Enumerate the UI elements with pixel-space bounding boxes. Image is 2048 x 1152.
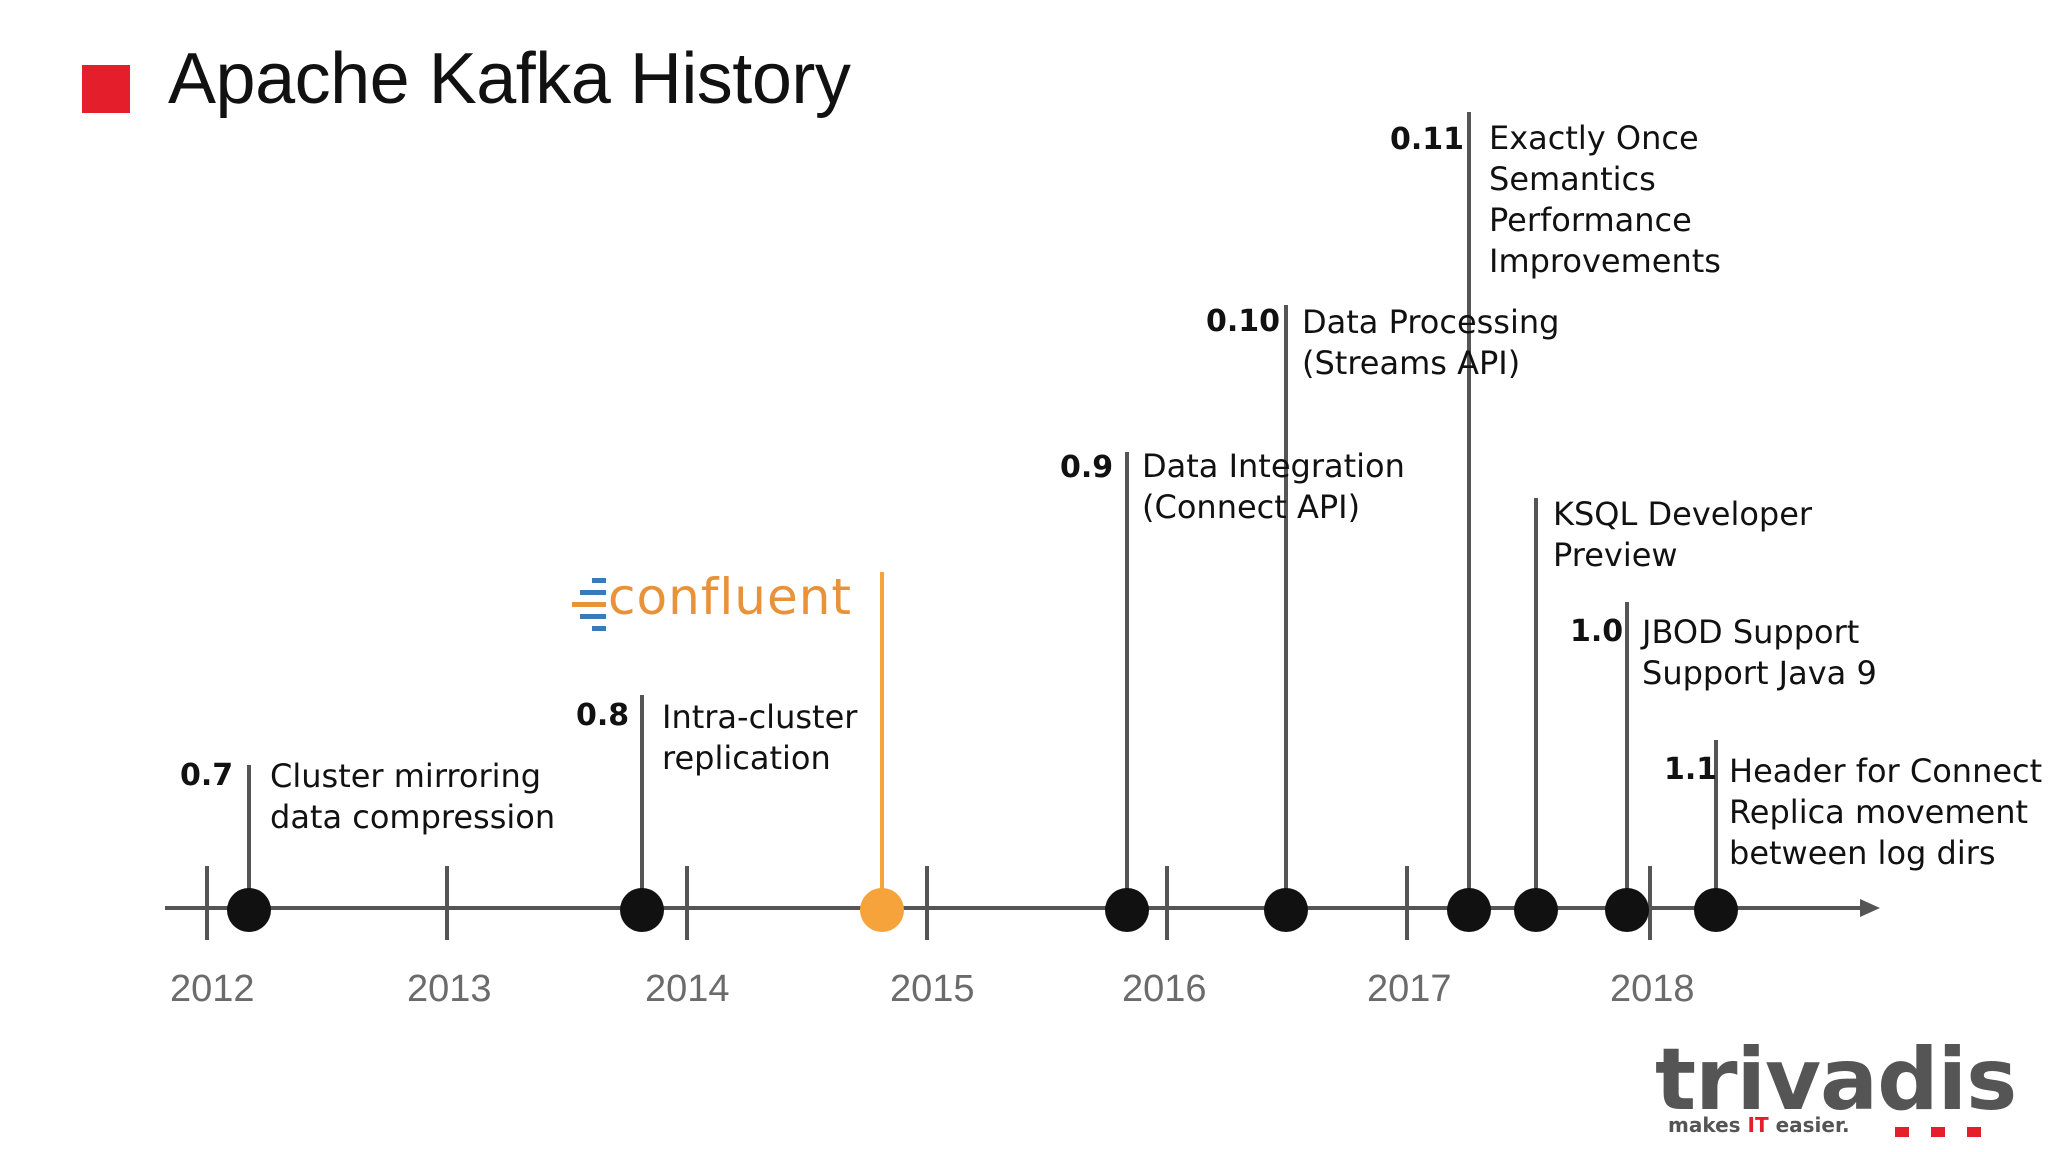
release-description: Cluster mirroring data compression <box>270 757 556 836</box>
release-description: Exactly Once Semantics Performance Impro… <box>1489 119 1721 280</box>
trivadis-logo-text: trivadis <box>1655 1030 2017 1130</box>
confluent-logo: confluent <box>608 568 853 626</box>
year-label: 2016 <box>1122 968 1207 1010</box>
release-dot <box>860 888 904 932</box>
release-version: 0.8 <box>576 698 630 733</box>
confluent-logo-mark <box>572 578 606 631</box>
title-bullet <box>82 65 130 113</box>
release-version: 1.1 <box>1664 752 1718 787</box>
release-description: Data Processing (Streams API) <box>1302 303 1560 382</box>
release-dot <box>1105 888 1149 932</box>
year-label: 2018 <box>1610 968 1695 1010</box>
release-dot <box>620 888 664 932</box>
release-version: 1.0 <box>1570 614 1624 649</box>
release-dot <box>227 888 271 932</box>
year-label: 2015 <box>890 968 975 1010</box>
page-title: Apache Kafka History <box>168 39 851 119</box>
year-label: 2014 <box>645 968 730 1010</box>
release-dot <box>1605 888 1649 932</box>
release-description: Intra-cluster replication <box>662 698 858 777</box>
release-version: 0.9 <box>1060 450 1114 485</box>
trivadis-tagline: makes IT easier. <box>1668 1113 1850 1137</box>
release-description: Data Integration (Connect API) <box>1142 447 1405 526</box>
release-version: 0.10 <box>1206 304 1281 339</box>
release-description: KSQL Developer Preview <box>1553 495 1813 574</box>
trivadis-logo: trivadis <box>1655 1030 2017 1130</box>
release-version: 0.11 <box>1390 122 1465 157</box>
timeline-arrowhead <box>1860 899 1880 917</box>
release-dot <box>1264 888 1308 932</box>
release-dot <box>1514 888 1558 932</box>
release-version: 0.7 <box>180 758 234 793</box>
release-dot <box>1694 888 1738 932</box>
year-label: 2017 <box>1367 968 1452 1010</box>
year-label: 2012 <box>170 968 255 1010</box>
release-description: JBOD Support Support Java 9 <box>1642 613 1877 692</box>
trivadis-dots <box>1895 1122 2003 1141</box>
year-label: 2013 <box>407 968 492 1010</box>
release-description: Header for Connect Replica movement betw… <box>1729 752 2043 872</box>
release-dot <box>1447 888 1491 932</box>
